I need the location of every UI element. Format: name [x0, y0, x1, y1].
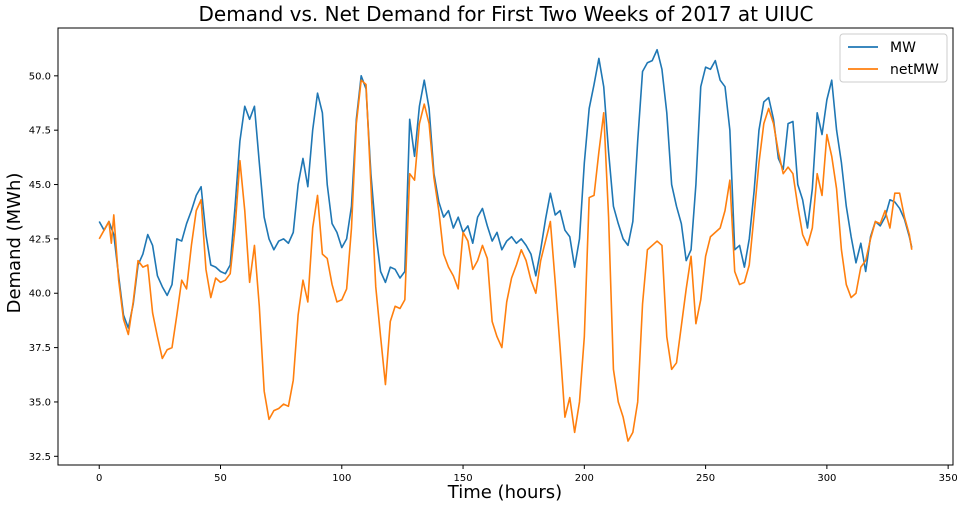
x-tick-label: 250: [696, 473, 715, 484]
legend: MW netMW: [839, 33, 948, 83]
plot-frame: [57, 27, 954, 466]
legend-frame: [839, 33, 948, 83]
y-tick-label: 40.0: [29, 289, 51, 300]
y-tick-label: 45.0: [29, 180, 51, 191]
legend-label-netmw: netMW: [890, 62, 939, 78]
y-axis-ticks: 32.5 35.0 37.5 40.0 42.5 45.0 47.5 50.0: [29, 71, 58, 463]
y-tick-label: 42.5: [29, 234, 51, 245]
series-layer: [98, 48, 913, 442]
x-tick-label: 350: [939, 473, 958, 484]
x-axis-ticks: 0 50 100 150 200 250 300 350: [96, 465, 958, 484]
x-tick-label: 300: [817, 473, 836, 484]
plot-area: [57, 27, 954, 466]
x-tick-label: 50: [214, 473, 227, 484]
x-tick-label: 100: [332, 473, 351, 484]
y-tick-label: 32.5: [29, 452, 51, 463]
y-tick-label: 50.0: [29, 71, 51, 82]
y-axis-label: Demand (MWh): [4, 173, 25, 314]
y-tick-label: 47.5: [29, 126, 51, 137]
x-axis-label: Time (hours): [447, 482, 562, 503]
x-tick-label: 150: [454, 473, 473, 484]
series-line-netmw: [98, 79, 913, 442]
y-tick-label: 37.5: [29, 343, 51, 354]
chart-title: Demand vs. Net Demand for First Two Week…: [199, 2, 814, 26]
legend-label-mw: MW: [890, 40, 916, 56]
series-line-mw: [98, 48, 913, 329]
x-tick-label: 0: [96, 473, 102, 484]
x-tick-label: 200: [575, 473, 594, 484]
y-tick-label: 35.0: [29, 397, 51, 408]
